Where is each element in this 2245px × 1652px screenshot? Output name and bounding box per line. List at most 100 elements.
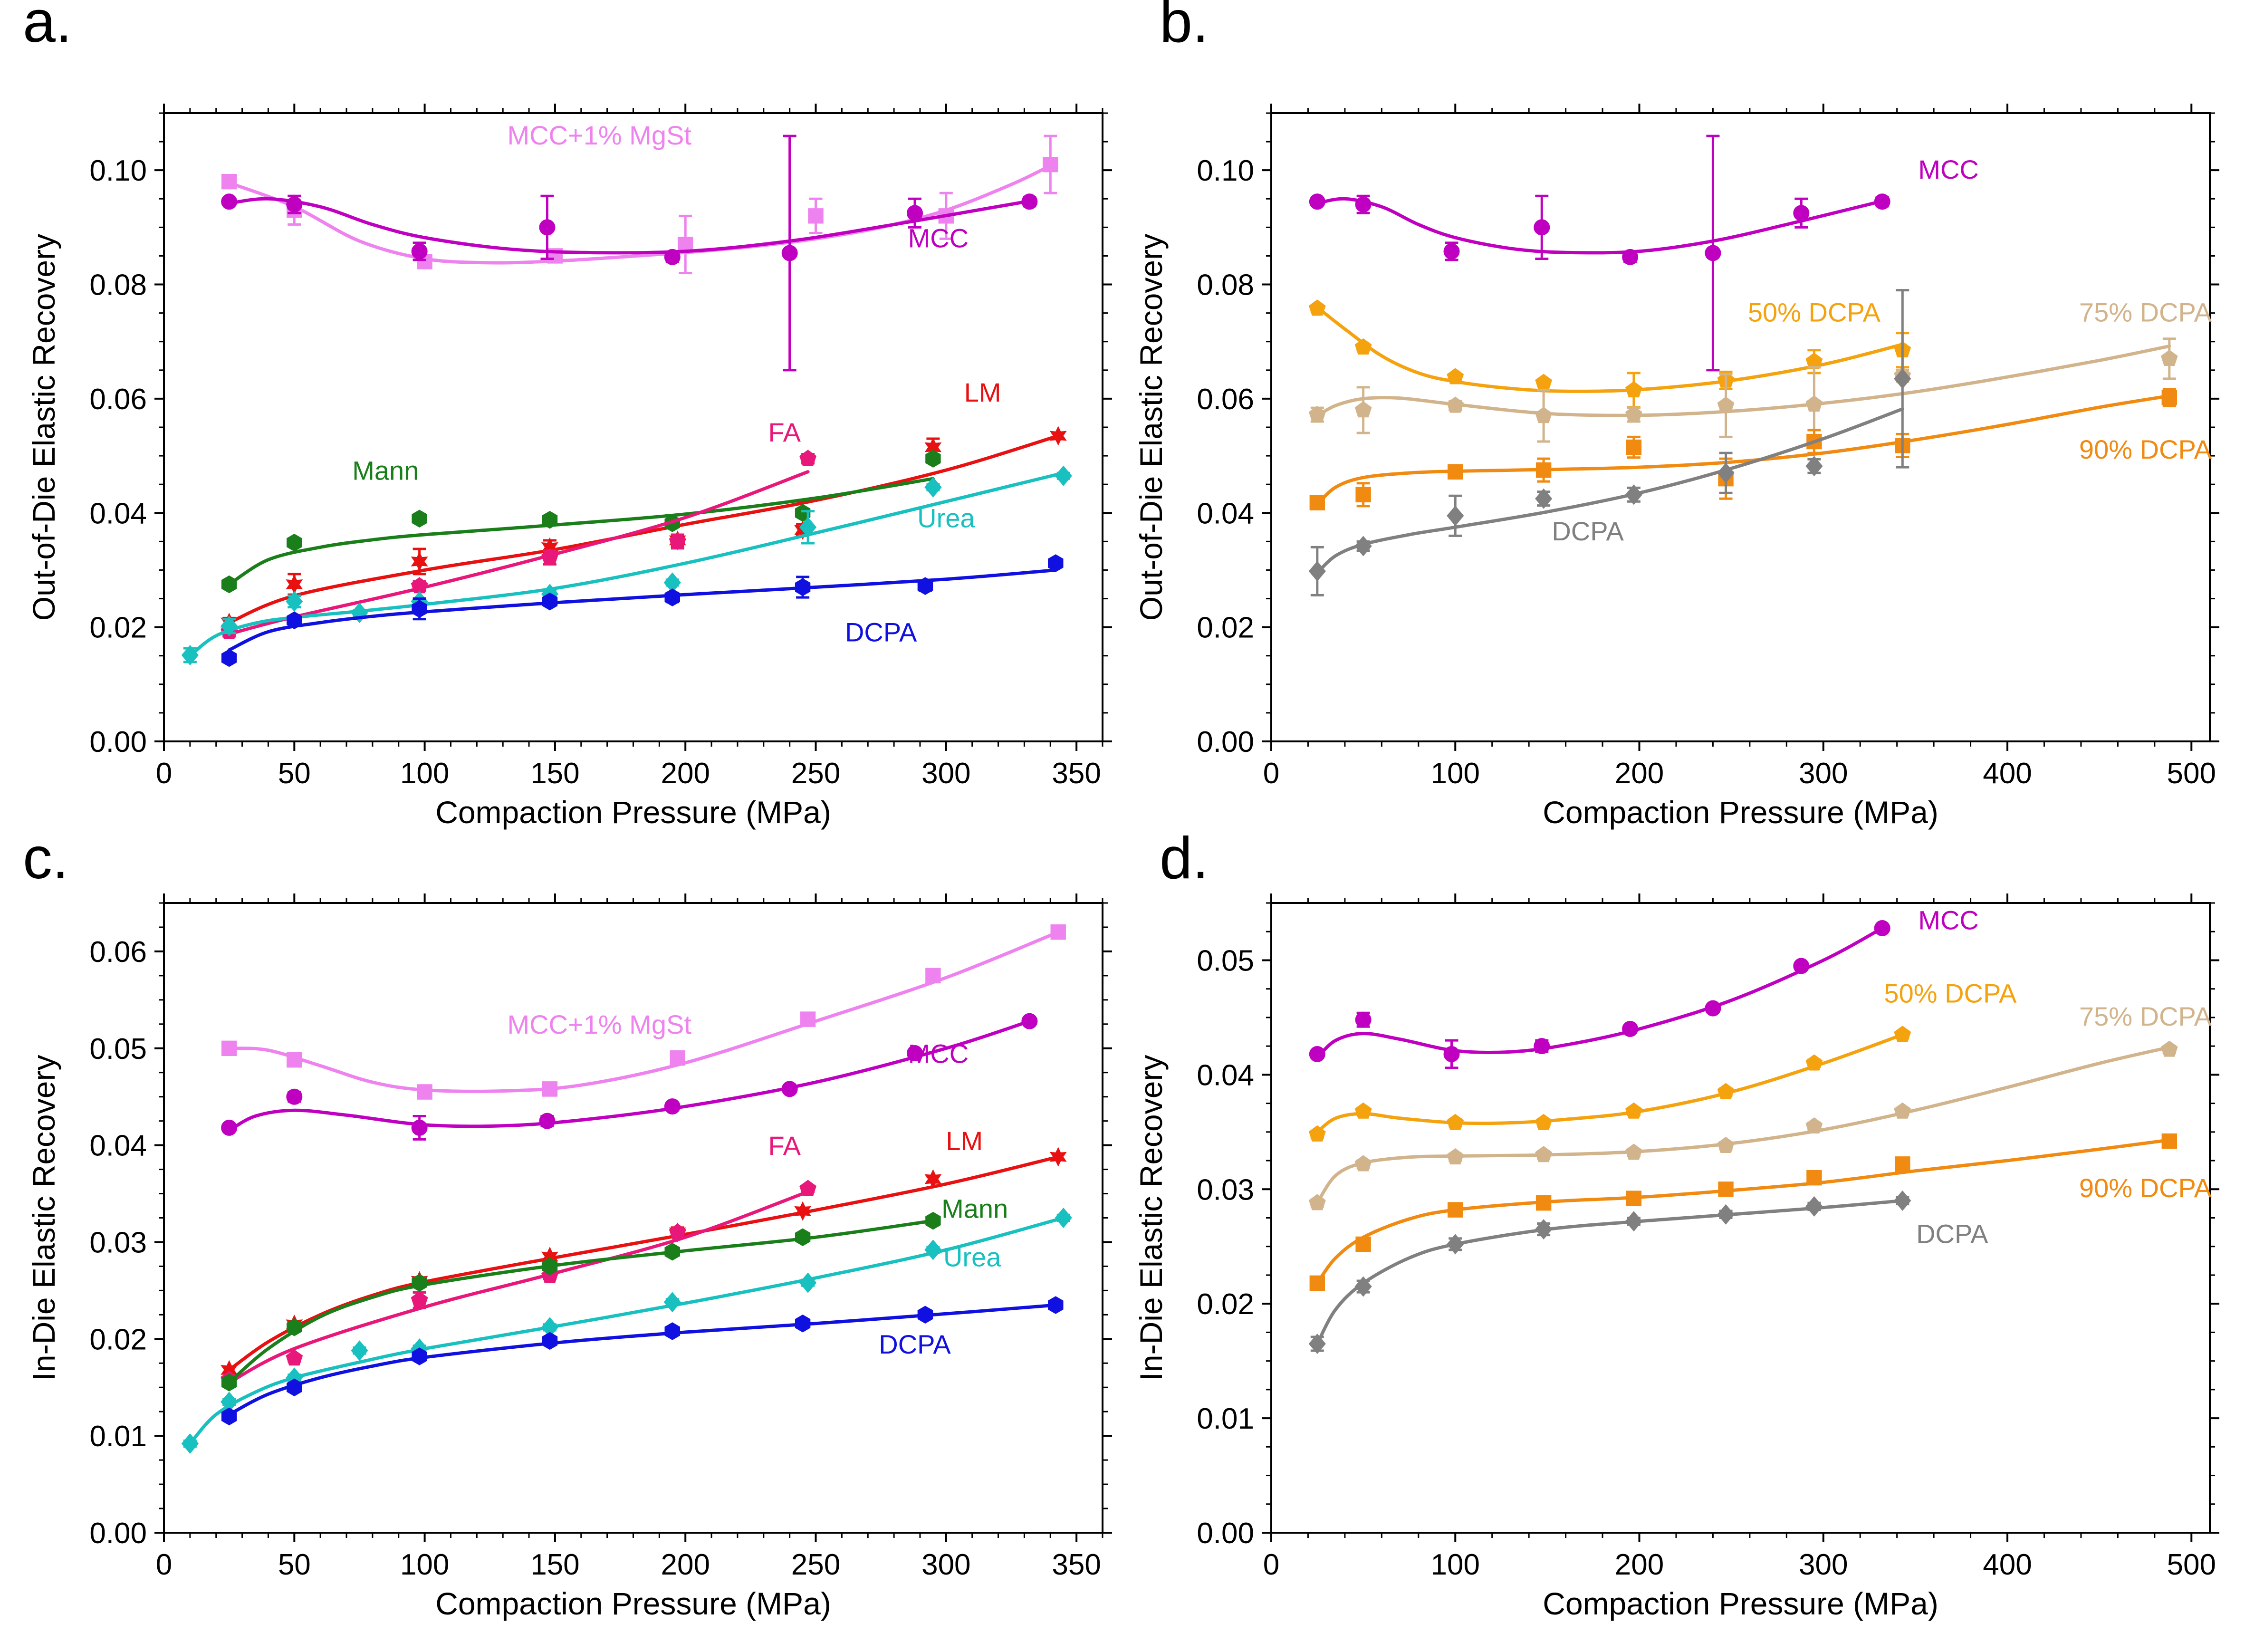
y-tick-label: 0.04 (1197, 1059, 1254, 1092)
data-point (795, 1314, 811, 1333)
data-point (1535, 1195, 1552, 1211)
data-point (924, 477, 942, 498)
data-point (1894, 1026, 1911, 1042)
data-point (1355, 196, 1372, 213)
data-point (1895, 1156, 1910, 1172)
data-point (411, 1119, 428, 1136)
fit-curve (227, 1303, 1057, 1416)
data-point (351, 1340, 368, 1361)
data-point (1048, 1296, 1064, 1314)
y-axis-label: Out-of-Die Elastic Recovery (1133, 234, 1169, 621)
data-point (411, 1291, 428, 1307)
data-point (1355, 1236, 1371, 1252)
series-mcc (221, 134, 1038, 372)
data-point (1048, 554, 1064, 572)
panel-letter: a. (23, 0, 72, 55)
x-tick-label: 150 (530, 1548, 579, 1581)
x-tick-label: 100 (400, 1548, 449, 1581)
data-point (221, 1040, 237, 1056)
series-label: FA (768, 1131, 801, 1161)
data-point (1447, 1148, 1464, 1165)
data-point (925, 1211, 941, 1230)
y-tick-label: 0.00 (89, 726, 147, 759)
x-tick-label: 200 (661, 757, 710, 790)
fit-curve (227, 1155, 1060, 1372)
data-point (1535, 407, 1553, 423)
x-tick-label: 400 (1983, 1548, 2032, 1581)
y-tick-label: 0.00 (1197, 1517, 1254, 1550)
data-point (1354, 536, 1372, 557)
y-tick-label: 0.01 (89, 1420, 147, 1453)
data-point (917, 577, 933, 595)
data-point (286, 196, 303, 213)
data-point (1308, 405, 1326, 422)
x-tick-label: 250 (791, 1548, 840, 1581)
x-tick-label: 200 (1615, 1548, 1664, 1581)
series-label: Mann (352, 456, 419, 486)
data-point (286, 591, 303, 612)
series-label: MCC+1% MgSt (507, 1009, 691, 1039)
panel-b: b. 0 100 200 300 400 500 0.00 0.02 0.04 0.06 0.08 0… (1133, 0, 2219, 830)
data-point (1308, 561, 1326, 582)
y-tick-label: 0.04 (89, 497, 147, 530)
data-point (1055, 1207, 1072, 1229)
x-tick-label: 300 (921, 1548, 970, 1581)
data-point (1309, 193, 1325, 210)
data-point (1535, 1219, 1553, 1240)
data-point (1308, 1125, 1326, 1142)
panel-letter: c. (23, 826, 68, 891)
series-label: 90% DCPA (2079, 434, 2212, 464)
series-75-dcpa (1308, 1040, 2178, 1210)
y-tick-label: 0.02 (89, 1323, 147, 1356)
data-point (1717, 462, 1735, 483)
fit-curve (1315, 1046, 2171, 1205)
fit-curve (227, 1190, 810, 1384)
data-point (1447, 1234, 1464, 1255)
y-tick-label: 0.00 (89, 1517, 147, 1550)
data-point (542, 1332, 558, 1350)
data-point (1535, 462, 1552, 478)
data-point (1805, 1117, 1823, 1133)
series-label: MCC (908, 223, 969, 253)
data-point (1055, 465, 1072, 486)
series-label: DCPA (1916, 1219, 1988, 1249)
y-axis-label: In-Die Elastic Recovery (26, 1055, 61, 1381)
data-point (181, 644, 199, 666)
data-point (1625, 1143, 1642, 1160)
x-tick-label: 0 (1263, 1548, 1279, 1581)
x-tick-label: 200 (1615, 757, 1664, 790)
y-tick-label: 0.10 (1197, 154, 1254, 187)
series-label: MCC (1918, 905, 1979, 935)
data-point (542, 1257, 558, 1276)
data-point (1874, 193, 1890, 210)
x-tick-label: 250 (791, 757, 840, 790)
data-point (1535, 374, 1553, 390)
x-tick-label: 400 (1983, 757, 2032, 790)
series-mcc-1-mgst (221, 924, 1066, 1100)
data-point (664, 588, 680, 606)
data-point (925, 450, 941, 468)
data-point (1805, 1054, 1823, 1071)
y-tick-label: 0.03 (89, 1226, 147, 1259)
panel-c: c. 0 50 100 150 200 250 300 350 0.00 0.01 0.02 0.03… (23, 826, 1112, 1621)
data-point (2160, 1040, 2178, 1057)
series-fa (221, 450, 816, 639)
data-point (1447, 396, 1464, 413)
panel-d: d. 0 100 200 300 400 500 0.00 0.01 0.02 0.03 0.04 0… (1133, 826, 2219, 1621)
data-point (1625, 381, 1642, 398)
data-point (1354, 1276, 1372, 1297)
data-point (924, 1169, 942, 1189)
data-point (412, 600, 427, 618)
data-point (1705, 245, 1721, 261)
data-point (1805, 395, 1823, 412)
y-tick-label: 0.04 (89, 1130, 147, 1162)
series-label: 50% DCPA (1748, 298, 1881, 327)
data-point (1050, 924, 1066, 940)
data-point (1443, 1046, 1460, 1062)
data-point (2161, 1133, 2177, 1149)
data-point (1717, 1204, 1735, 1225)
data-point (1354, 401, 1372, 418)
y-tick-label: 0.02 (89, 612, 147, 644)
data-point (664, 1098, 681, 1115)
data-point (1049, 1147, 1067, 1167)
